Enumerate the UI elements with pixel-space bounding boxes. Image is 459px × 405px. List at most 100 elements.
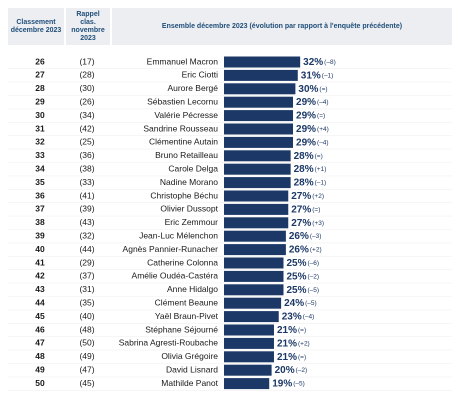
value-label-group: 19%(–5) [272,378,305,389]
bar [224,110,294,122]
change-label: (+1) [315,166,327,173]
value-label-group: 29%(+4) [296,124,329,135]
header-rank: Classement décembre 2023 [8,8,64,45]
rank: 47 [35,338,45,348]
bar [224,311,279,323]
bar [224,96,294,108]
bar [224,244,286,256]
previous-rank: (28) [79,70,94,80]
name: Emmanuel Macron [147,56,219,66]
value-label: 29% [296,97,316,108]
previous-rank: (43) [79,217,94,227]
bar [224,123,294,135]
previous-rank: (39) [79,204,94,214]
rank: 29 [35,96,45,106]
value-label: 19% [272,378,292,389]
bar [224,257,284,269]
change-label: (+4) [317,126,329,133]
previous-rank: (41) [79,190,94,200]
previous-rank: (36) [79,150,94,160]
bar [224,284,284,296]
previous-rank: (30) [79,83,94,93]
value-label: 25% [287,271,307,282]
bar [224,270,284,282]
previous-rank: (50) [79,338,94,348]
value-label: 21% [277,338,297,349]
bar [224,177,291,189]
rank: 28 [35,83,45,93]
value-label: 29% [296,137,316,148]
bar [224,324,274,336]
name: Anne Hidalgo [167,284,218,294]
name: Nadine Morano [160,177,218,187]
name: Carole Delga [168,163,218,173]
bar [224,337,274,349]
rank: 46 [35,324,45,334]
change-label: (–2) [296,367,308,374]
previous-rank: (38) [79,163,94,173]
previous-rank: (47) [79,364,94,374]
previous-rank: (49) [79,351,94,361]
change-label: (=) [312,206,320,213]
rank: 26 [35,56,45,66]
value-label-group: 26%(–3) [289,231,322,242]
value-label: 25% [287,284,307,295]
value-label: 26% [289,231,309,242]
rank: 42 [35,271,45,281]
previous-rank: (35) [79,297,94,307]
rank: 50 [35,378,45,388]
value-label-group: 27%(+3) [291,217,324,228]
value-label-group: 20%(–2) [275,365,308,376]
value-label: 31% [301,70,321,81]
rank: 37 [35,204,45,214]
value-label: 28% [294,150,314,161]
previous-rank: (42) [79,123,94,133]
rank: 41 [35,257,45,267]
value-label-group: 27%(+2) [291,191,324,202]
bar [224,217,289,229]
rank: 34 [35,163,45,173]
header-score: Ensemble décembre 2023 (évolution par ra… [112,8,452,45]
value-label-group: 30%(=) [298,83,327,94]
value-label: 27% [291,191,311,202]
name: Jean-Luc Mélenchon [139,230,218,240]
value-label: 21% [277,351,297,362]
value-label-group: 25%(–5) [287,284,320,295]
bar [224,150,291,162]
change-label: (–4) [317,139,329,146]
value-label: 23% [282,311,302,322]
change-label: (+2) [310,246,322,253]
name: Amélie Oudéa-Castéra [132,271,219,281]
rank: 40 [35,244,45,254]
rank: 44 [35,297,45,307]
name: Clémentine Autain [149,137,218,147]
change-label: (–1) [322,72,334,79]
rank: 38 [35,217,45,227]
value-label-group: 23%(–4) [282,311,315,322]
rank: 49 [35,364,45,374]
change-label: (–5) [308,287,320,294]
value-label-group: 25%(–2) [287,271,320,282]
previous-rank: (17) [79,56,94,66]
bar [224,136,294,148]
name: David Lisnard [166,364,218,374]
value-label: 27% [291,217,311,228]
value-label-group: 21%(=) [277,325,306,336]
change-label: (–5) [293,380,305,387]
name: Sébastien Lecornu [147,96,218,106]
value-label: 24% [284,298,304,309]
value-label-group: 28%(+1) [294,164,327,175]
value-label-group: 29%(–4) [296,97,329,108]
value-label-group: 31%(–1) [301,70,334,81]
change-label: (+2) [312,193,324,200]
bar [224,364,272,376]
name: Eric Zemmour [165,217,219,227]
bar [224,297,282,309]
previous-rank: (29) [79,257,94,267]
value-label: 26% [289,244,309,255]
value-label: 28% [294,177,314,188]
name: Stéphane Séjourné [145,324,218,334]
value-label-group: 24%(–5) [284,298,317,309]
